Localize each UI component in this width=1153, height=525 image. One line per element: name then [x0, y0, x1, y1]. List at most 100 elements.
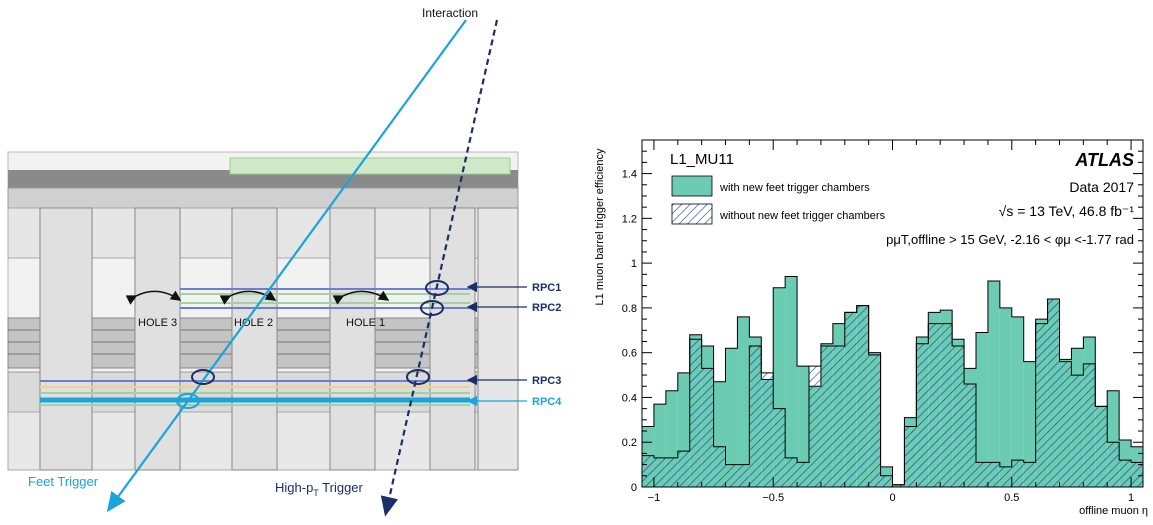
bar-without-11 — [773, 408, 786, 487]
x-tick-label: −0.5 — [762, 492, 784, 504]
hit-rpc3-highpt — [406, 369, 430, 385]
bar-without-7 — [725, 464, 738, 487]
bar-without-13 — [797, 462, 809, 487]
bar-with-8 — [737, 316, 750, 487]
bar-with-31 — [1011, 316, 1024, 487]
bar-without-41 — [1131, 462, 1143, 487]
bar-without-10 — [761, 372, 774, 487]
bar-with-7 — [725, 348, 738, 487]
interaction-label: Interaction — [422, 6, 478, 20]
feet-trigger-label: Feet Trigger — [28, 474, 99, 489]
bar-without-4 — [689, 339, 702, 487]
bar-without-19 — [868, 354, 881, 487]
bar-without-14 — [809, 366, 821, 487]
x-tick-label: −1 — [648, 492, 661, 504]
rpc2-label: RPC2 — [532, 302, 561, 314]
bar-without-12 — [785, 457, 798, 487]
y-tick-label: 1.2 — [622, 213, 637, 225]
hit-rpc1 — [425, 280, 449, 296]
bar-without-5 — [701, 368, 714, 487]
bar-without-24 — [928, 323, 941, 487]
bar-with-1 — [653, 404, 666, 487]
bar-with-32 — [1023, 361, 1036, 487]
bar-with-6 — [713, 381, 726, 487]
y-tick-label: 1.4 — [622, 169, 637, 181]
y-tick-label: 1 — [631, 258, 637, 270]
bar-without-27 — [964, 384, 976, 487]
cut-label: pμT,offline > 15 GeV, -2.16 < φμ <-1.77 … — [886, 232, 1134, 247]
highpt-trigger-label: High-pT Trigger — [275, 480, 364, 498]
bar-with-30 — [999, 307, 1012, 487]
bar-without-34 — [1047, 298, 1060, 487]
bar-without-2 — [665, 457, 678, 487]
detector-diagram: HOLE 3 HOLE 2 HOLE 1 RPC1 RPC2 RPC3 RPC4… — [0, 0, 580, 520]
highpt-trigger-track — [380, 19, 499, 517]
y-tick-label: 0.4 — [622, 392, 637, 404]
x-axis-ticks: −1 −0.5 0 0.5 1 — [648, 140, 1134, 504]
y-tick-label: 0.8 — [622, 303, 637, 315]
detector-diagram-svg: HOLE 3 HOLE 2 HOLE 1 RPC1 RPC2 RPC3 RPC4… — [7, 6, 562, 517]
y-axis-label: L1 muon barrel trigger efficiency — [594, 148, 606, 305]
bar-without-8 — [737, 464, 750, 487]
bar-without-29 — [987, 462, 1000, 487]
bar-without-0 — [642, 455, 654, 487]
bar-with-13 — [797, 366, 809, 487]
rpc3-label: RPC3 — [532, 375, 561, 387]
bar-without-37 — [1083, 363, 1096, 487]
bar-without-36 — [1071, 375, 1084, 487]
x-tick-label: 0.5 — [1004, 492, 1019, 504]
bar-with-29 — [987, 281, 1000, 487]
rpc1-label: RPC1 — [532, 282, 561, 294]
bar-without-38 — [1095, 406, 1108, 487]
bar-without-20 — [880, 475, 893, 487]
bar-without-17 — [844, 312, 857, 487]
bar-without-6 — [713, 446, 726, 487]
bar-with-2 — [665, 390, 678, 487]
legend-swatch-with — [671, 175, 713, 197]
legend-swatch-without — [671, 203, 713, 225]
bar-without-39 — [1107, 442, 1120, 487]
bar-with-28 — [976, 332, 988, 487]
hit-rpc2 — [420, 300, 444, 316]
bar-without-31 — [1011, 460, 1024, 487]
bar-without-3 — [677, 451, 690, 487]
x-axis-label: offline muon η — [1079, 505, 1148, 517]
bar-with-12 — [785, 276, 798, 487]
bar-without-40 — [1119, 460, 1132, 487]
bar-without-18 — [856, 305, 869, 487]
detector-structure — [7, 151, 519, 471]
bar-with-11 — [773, 287, 786, 487]
hole-label-3: HOLE 3 — [138, 317, 177, 329]
bar-without-16 — [832, 345, 845, 487]
x-tick-label: 0 — [889, 492, 895, 504]
hit-rpc3-feet — [191, 369, 215, 385]
bar-without-23 — [916, 343, 929, 487]
bar-without-25 — [940, 323, 953, 487]
bar-without-28 — [976, 462, 988, 487]
rpc4-label: RPC4 — [532, 396, 562, 408]
hole-label-1: HOLE 1 — [346, 317, 385, 329]
feet-trigger-track — [106, 19, 467, 513]
x-tick-label: 1 — [1128, 492, 1134, 504]
bar-without-32 — [1023, 462, 1036, 487]
bar-with-39 — [1107, 390, 1120, 487]
bar-without-30 — [999, 466, 1012, 487]
efficiency-chart-svg: −1 −0.5 0 0.5 1 0 0.2 0.4 0.6 0.8 1 1.2 1.4 L1 muon… — [594, 139, 1148, 517]
atlas-label: ATLAS — [1074, 150, 1134, 170]
bar-without-26 — [952, 345, 965, 487]
bar-without-1 — [653, 457, 666, 487]
bar-without-33 — [1035, 323, 1048, 487]
efficiency-chart: −1 −0.5 0 0.5 1 0 0.2 0.4 0.6 0.8 1 1.2 1.4 L1 muon… — [580, 0, 1153, 520]
bar-with-3 — [677, 372, 690, 487]
legend-label-with: with new feet trigger chambers — [719, 182, 870, 194]
legend-label-without: without new feet trigger chambers — [719, 210, 886, 222]
data-year-label: Data 2017 — [1069, 179, 1134, 195]
corner-label: L1_MU11 — [670, 151, 734, 168]
bar-without-35 — [1059, 361, 1072, 487]
y-axis-ticks: 0 0.2 0.4 0.6 0.8 1 1.2 1.4 — [622, 150, 1143, 494]
y-tick-label: 0 — [631, 482, 637, 494]
bar-without-22 — [904, 426, 917, 487]
y-tick-label: 0.6 — [622, 348, 637, 360]
energy-lumi-label: √s = 13 TeV, 46.8 fb⁻¹ — [999, 203, 1135, 219]
bar-without-9 — [749, 345, 762, 487]
